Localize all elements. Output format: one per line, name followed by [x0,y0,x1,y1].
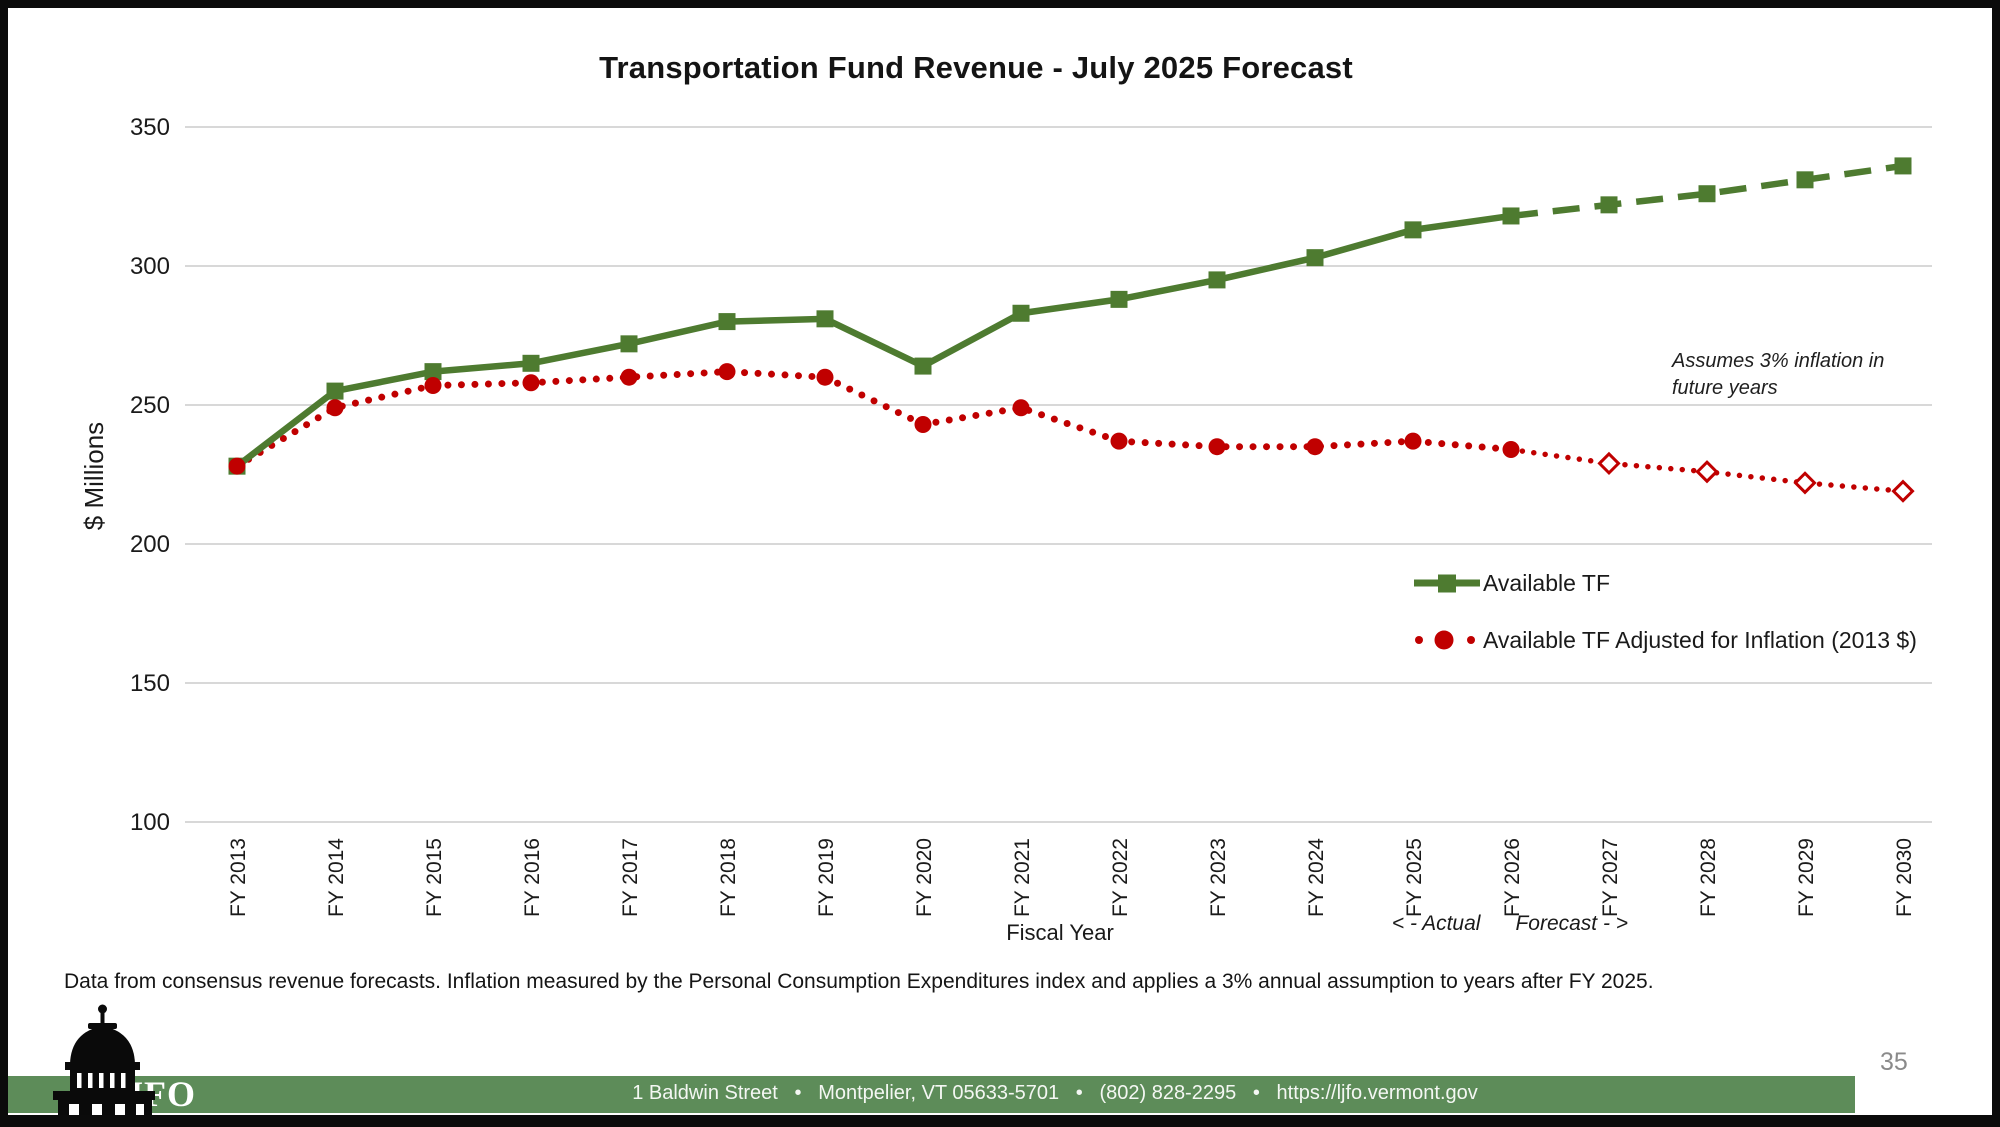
x-tick-label: FY 2017 [619,838,642,917]
data-point-adjusted-tf [718,363,736,381]
x-axis-title: Fiscal Year [1006,920,1114,945]
data-point-available-tf [1502,207,1520,225]
data-point-available-tf [914,357,932,375]
page-number: 35 [1880,1048,1908,1076]
series-available-tf-line [235,212,1512,469]
data-point-available-tf [522,354,540,372]
data-point-available-tf [1404,221,1422,239]
legend-swatch-solid-line-icon [1414,574,1480,593]
actual-forecast-divider-label: < - Actual Forecast - > [1391,912,1629,935]
x-tick-label: FY 2027 [1599,838,1622,917]
data-point-adjusted-tf [1110,432,1128,450]
y-tick-label: 200 [130,531,170,558]
data-point-available-tf [1208,271,1226,289]
data-point-adjusted-tf [228,457,246,475]
data-point-available-tf [326,382,344,400]
chart-legend: Available TF Available TF Adjusted for I… [1413,570,1917,684]
data-point-adjusted-tf [1012,399,1030,417]
x-tick-label: FY 2021 [1011,838,1034,917]
data-point-adjusted-tf [1306,438,1324,456]
data-point-adjusted-tf [620,368,638,386]
data-point-adjusted-tf [816,368,834,386]
x-tick-label: FY 2019 [815,838,838,917]
legend-item-adjusted-tf: Available TF Adjusted for Inflation (201… [1413,627,1917,653]
series-adjusted-tf-dotted-line [233,368,1515,470]
x-tick-label: FY 2023 [1207,838,1230,917]
data-point-available-tf [1698,185,1716,203]
data-point-available-tf [816,310,834,328]
y-axis-title: $ Millions [79,422,109,530]
inflation-assumption-note: Assumes 3% inflation in future years [1672,350,1885,399]
x-tick-label: FY 2013 [227,838,250,917]
data-point-available-tf [1600,196,1618,214]
legend-label-available-tf: Available TF [1483,569,1610,596]
x-tick-label: FY 2025 [1403,838,1426,917]
x-tick-label: FY 2024 [1305,838,1328,917]
capitol-dome-icon [53,1004,155,1124]
x-tick-label: FY 2022 [1109,838,1132,917]
y-tick-label: 350 [130,114,170,141]
x-tick-label: FY 2014 [325,838,348,917]
legend-label-adjusted-tf: Available TF Adjusted for Inflation (201… [1483,626,1917,653]
x-tick-label: FY 2029 [1795,838,1818,917]
data-point-adjusted-tf-forecast [1597,451,1621,476]
legend-item-available-tf: Available TF [1413,570,1917,596]
x-tick-label: FY 2020 [913,838,936,917]
data-point-adjusted-tf [1208,438,1226,456]
x-tick-label: FY 2026 [1501,838,1524,917]
data-point-available-tf [1796,171,1814,189]
x-tick-label: FY 2015 [423,838,446,917]
data-point-adjusted-tf [326,399,344,417]
data-point-adjusted-tf-forecast [1695,460,1719,484]
data-point-adjusted-tf-forecast [1891,479,1915,503]
series-available-tf-line-forecast [1510,162,1904,220]
data-point-available-tf [1012,304,1030,322]
data-point-available-tf [1306,249,1324,267]
data-point-adjusted-tf-forecast [1793,471,1817,495]
footer-address: 1 Baldwin Street • Montpelier, VT 05633-… [632,1082,1478,1104]
source-footnote: Data from consensus revenue forecasts. I… [64,970,1654,993]
data-point-available-tf [424,363,442,381]
legend-swatch-dotted-line-icon [1415,630,1475,650]
footer-bar [8,1076,1855,1113]
x-tick-label: FY 2018 [717,838,740,917]
data-point-adjusted-tf [914,415,932,433]
x-tick-label: FY 2030 [1893,838,1916,917]
data-point-available-tf [718,313,736,331]
data-point-adjusted-tf [1502,440,1520,458]
x-tick-label: FY 2028 [1697,838,1720,917]
data-point-available-tf [1110,290,1128,308]
data-point-available-tf [1894,157,1912,175]
y-tick-label: 300 [130,253,170,280]
chart-title: Transportation Fund Revenue - July 2025 … [599,50,1353,85]
y-tick-label: 150 [130,670,170,697]
x-tick-label: FY 2016 [521,838,544,917]
y-tick-label: 100 [130,809,170,836]
data-point-available-tf [620,335,638,353]
y-tick-label: 250 [130,392,170,419]
data-point-adjusted-tf [424,377,442,395]
revenue-line-chart: 100 150 200 250 300 350 $ Millions FY 2013 FY 20… [79,114,1932,917]
data-point-adjusted-tf [1404,432,1422,450]
data-point-adjusted-tf [522,374,540,392]
